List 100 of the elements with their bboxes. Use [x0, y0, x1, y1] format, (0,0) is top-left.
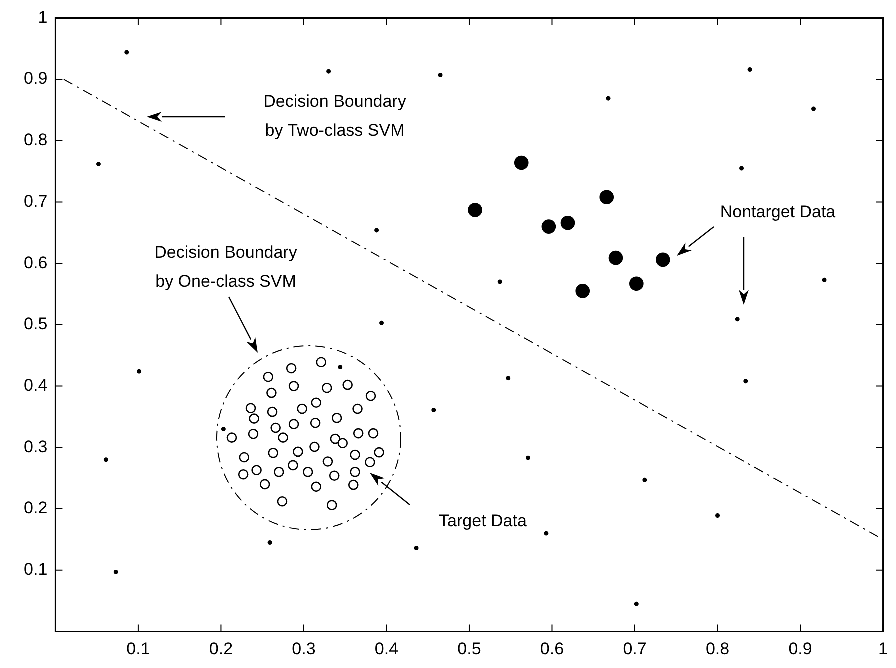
point: [268, 540, 272, 545]
point: [348, 480, 359, 490]
point: [374, 228, 380, 233]
point: [600, 190, 614, 204]
point: [606, 96, 611, 101]
point: [252, 465, 262, 476]
point: [608, 250, 624, 266]
y-tick-label: 0.2: [24, 498, 48, 518]
point: [656, 252, 670, 268]
point: [221, 426, 226, 432]
point: [96, 162, 101, 166]
y-tick-label: 0.6: [24, 253, 48, 272]
y-tick-label: 0.3: [24, 437, 48, 456]
point: [278, 432, 288, 443]
annotation: Decision Boundary by One-class SVM: [154, 242, 298, 293]
y-tick-label: 0.1: [24, 560, 48, 580]
x-tick-label: 0.5: [458, 640, 482, 659]
point: [288, 419, 300, 430]
x-tick-label: 0.9: [788, 640, 812, 659]
x-tick-label: 0.2: [209, 640, 234, 659]
point: [498, 280, 502, 284]
point: [238, 469, 249, 480]
x-tick-label: 0.4: [374, 640, 399, 659]
point: [506, 376, 511, 381]
point: [542, 220, 556, 234]
point: [310, 442, 320, 452]
point: [326, 500, 338, 510]
point: [322, 456, 334, 467]
point: [249, 414, 260, 424]
point: [630, 276, 644, 291]
point: [302, 467, 314, 478]
point: [634, 602, 639, 606]
y-tick-label: 0.9: [24, 69, 48, 88]
point: [316, 357, 326, 368]
point: [812, 106, 816, 112]
point: [716, 514, 720, 518]
point: [338, 365, 343, 370]
point: [735, 317, 740, 322]
point: [288, 460, 298, 471]
point: [226, 432, 238, 443]
point: [114, 570, 118, 574]
point: [350, 467, 360, 478]
point: [822, 278, 827, 282]
point: [268, 448, 278, 458]
point: [286, 363, 297, 374]
point: [239, 452, 250, 463]
point: [748, 67, 752, 72]
x-tick-label: 0.1: [126, 640, 150, 659]
point: [744, 379, 748, 384]
point: [329, 470, 340, 482]
point: [322, 382, 332, 394]
annotation: Decision Boundary by Two-class SVM: [264, 91, 406, 142]
point: [342, 380, 353, 390]
point: [576, 284, 590, 298]
point: [137, 369, 142, 374]
point: [380, 320, 384, 326]
x-tick-label: 0.3: [292, 640, 316, 659]
point: [260, 479, 270, 490]
point: [514, 156, 529, 170]
point: [368, 428, 379, 439]
point: [248, 429, 259, 440]
point: [326, 69, 332, 74]
point: [311, 398, 322, 408]
point: [274, 467, 284, 478]
point: [544, 531, 549, 536]
point: [740, 166, 744, 171]
x-tick-label: 0.8: [706, 640, 730, 659]
y-tick-label: 0.4: [24, 376, 48, 395]
point: [366, 390, 376, 402]
y-tick-label: 0.5: [24, 314, 48, 334]
point: [352, 404, 363, 414]
annotation: Nontarget Data: [720, 202, 836, 224]
point: [288, 381, 300, 392]
point: [350, 450, 360, 460]
point: [468, 203, 482, 218]
point: [263, 372, 274, 382]
point: [374, 447, 384, 458]
point: [266, 388, 277, 398]
point: [338, 438, 348, 449]
point: [293, 446, 304, 458]
point: [526, 456, 530, 460]
annotation: Target Data: [439, 510, 527, 532]
point: [560, 216, 576, 230]
y-tick-label: 0.8: [24, 130, 48, 150]
point: [311, 482, 322, 492]
point: [310, 418, 321, 428]
point: [297, 404, 308, 414]
point: [642, 478, 648, 482]
point: [332, 413, 342, 424]
point: [330, 434, 341, 444]
point: [438, 73, 443, 78]
point: [104, 458, 108, 462]
point: [365, 457, 376, 468]
x-tick-label: 1: [878, 640, 888, 659]
point: [124, 50, 130, 55]
y-tick-label: 0.7: [24, 192, 48, 211]
point: [270, 422, 281, 434]
point: [267, 406, 278, 418]
point: [246, 403, 256, 414]
point: [432, 408, 436, 412]
